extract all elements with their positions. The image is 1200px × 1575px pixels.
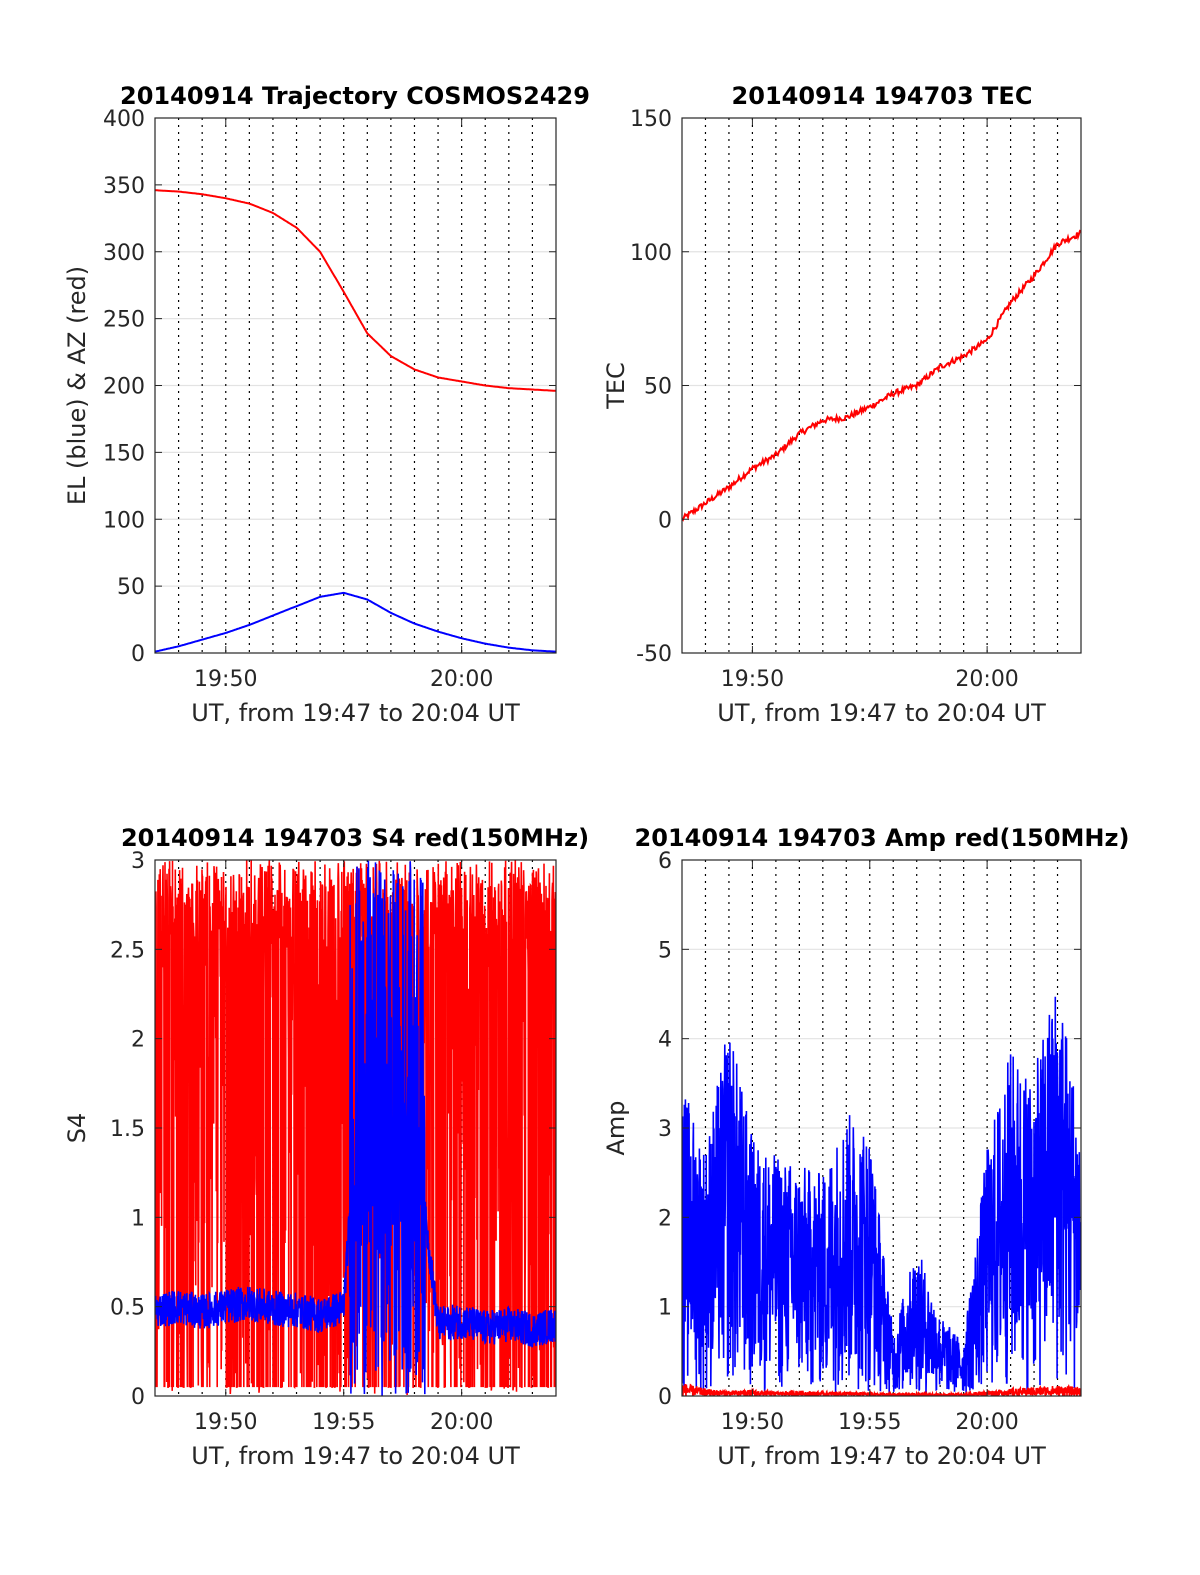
y-tick-label: 4 bbox=[658, 1028, 672, 1053]
y-tick-label: 3 bbox=[131, 849, 145, 874]
y-tick-label: 50 bbox=[117, 575, 145, 600]
y-axis-label: EL (blue) & AZ (red) bbox=[63, 266, 91, 505]
y-tick-label: 50 bbox=[644, 375, 672, 400]
x-axis-label: UT, from 19:47 to 20:04 UT bbox=[717, 699, 1046, 727]
y-tick-label: 6 bbox=[658, 849, 672, 874]
y-tick-label: 1 bbox=[658, 1296, 672, 1321]
y-tick-label: 2 bbox=[131, 1028, 145, 1053]
y-axis-label: TEC bbox=[602, 362, 630, 410]
y-tick-label: 150 bbox=[103, 441, 145, 466]
panel-amp: 0 1 2 3 4 5 6 19:50 19:55 20:00 20140914 194703 Am… bbox=[602, 824, 1129, 1470]
x-axis-label: UT, from 19:47 to 20:04 UT bbox=[191, 1442, 520, 1470]
y-tick-label: 100 bbox=[103, 508, 145, 533]
y-tick-label: 0 bbox=[131, 1385, 145, 1410]
x-tick-label: 19:50 bbox=[721, 667, 784, 692]
y-tick-label: 0 bbox=[131, 642, 145, 667]
series-line bbox=[682, 996, 1081, 1396]
chart-title: 20140914 Trajectory COSMOS2429 bbox=[120, 82, 590, 110]
x-tick-label: 20:00 bbox=[430, 1410, 493, 1435]
x-tick-label: 20:00 bbox=[430, 667, 493, 692]
series-line bbox=[155, 189, 556, 392]
y-tick-label: 0.5 bbox=[110, 1296, 145, 1321]
y-tick-label: 2 bbox=[658, 1206, 672, 1231]
x-axis-label: UT, from 19:47 to 20:04 UT bbox=[191, 699, 520, 727]
y-tick-label: 3 bbox=[658, 1117, 672, 1142]
series-line bbox=[155, 591, 556, 653]
x-tick-label: 19:50 bbox=[194, 667, 257, 692]
series-line bbox=[155, 860, 556, 1396]
x-tick-label: 19:55 bbox=[838, 1410, 901, 1435]
x-tick-label: 19:55 bbox=[312, 1410, 375, 1435]
series-line bbox=[682, 229, 1081, 522]
chart-title: 20140914 194703 TEC bbox=[732, 82, 1033, 110]
y-tick-label: 250 bbox=[103, 308, 145, 333]
x-tick-label: 19:50 bbox=[721, 1410, 784, 1435]
y-tick-label: 5 bbox=[658, 938, 672, 963]
series-line bbox=[682, 1383, 1081, 1396]
y-tick-label: 350 bbox=[103, 174, 145, 199]
y-tick-label: 200 bbox=[103, 375, 145, 400]
x-tick-label: 20:00 bbox=[955, 1410, 1018, 1435]
series-line bbox=[155, 860, 556, 1396]
panel-s4: 0 0.5 1 1.5 2 2.5 3 19:50 19:55 20:00 20140914 194… bbox=[63, 824, 589, 1470]
y-tick-label: 100 bbox=[630, 241, 672, 266]
x-tick-label: 19:50 bbox=[194, 1410, 257, 1435]
y-tick-label: 1 bbox=[131, 1206, 145, 1231]
y-tick-label: 0 bbox=[658, 508, 672, 533]
x-axis-label: UT, from 19:47 to 20:04 UT bbox=[717, 1442, 1046, 1470]
y-tick-label: 400 bbox=[103, 107, 145, 132]
y-tick-label: 0 bbox=[658, 1385, 672, 1410]
x-tick-label: 20:00 bbox=[955, 667, 1018, 692]
y-tick-label: 300 bbox=[103, 241, 145, 266]
y-tick-label: 150 bbox=[630, 107, 672, 132]
panel-trajectory: 0 50 100 150 200 250 300 350 400 19:50 20:00 201409… bbox=[63, 82, 590, 727]
y-axis-label: Amp bbox=[602, 1100, 630, 1155]
y-tick-label: 2.5 bbox=[110, 938, 145, 963]
chart-title: 20140914 194703 Amp red(150MHz) bbox=[635, 824, 1130, 852]
y-axis-label: S4 bbox=[63, 1113, 91, 1144]
y-tick-label: 1.5 bbox=[110, 1117, 145, 1142]
panel-tec: -50 0 50 100 150 19:50 20:00 20140914 194703 TE… bbox=[602, 82, 1082, 727]
y-tick-label: -50 bbox=[636, 642, 672, 667]
chart-title: 20140914 194703 S4 red(150MHz) bbox=[121, 824, 589, 852]
